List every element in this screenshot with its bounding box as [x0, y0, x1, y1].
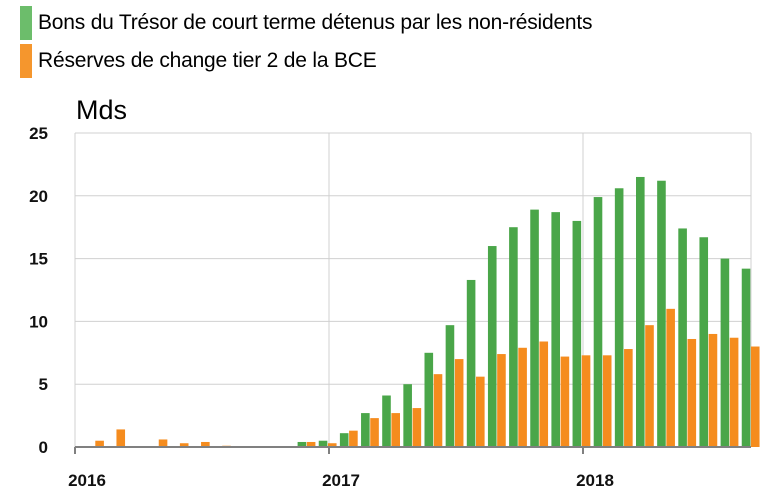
- bar-reserves-2017-09: [497, 354, 506, 447]
- bar-reserves-2018-05: [666, 308, 675, 447]
- bar-reserves-2016-02: [95, 440, 104, 447]
- bar-bons-tresor-2018-08: [720, 258, 730, 447]
- bar-bons-tresor-2016-12: [297, 441, 307, 447]
- bar-reserves-2017-06: [433, 374, 443, 447]
- bar-reserves-2016-12: [306, 441, 316, 447]
- y-tick-label-5: 5: [39, 375, 48, 394]
- bar-bons-tresor-2018-01: [572, 220, 582, 447]
- x-tick-label-2016: 2016: [68, 471, 106, 490]
- bar-bons-tresor-2017-10: [509, 227, 518, 447]
- bar-reserves-2016-03: [116, 429, 126, 447]
- legend-swatch-green: [20, 6, 32, 40]
- bar-reserves-2018-03: [624, 349, 633, 447]
- legend-item-reserves: Réserves de change tier 2 de la BCE: [20, 42, 592, 80]
- bar-bons-tresor-2018-04: [636, 176, 645, 447]
- bar-bons-tresor-2017-04: [382, 395, 391, 447]
- legend-label-reserves: Réserves de change tier 2 de la BCE: [38, 49, 377, 72]
- bar-reserves-2018-07: [708, 333, 718, 447]
- bar-bons-tresor-2017-05: [403, 384, 412, 447]
- bar-bons-tresor-2017-03: [361, 413, 370, 447]
- bar-reserves-2018-09: [750, 346, 760, 447]
- y-axis-unit-label: Mds: [76, 95, 128, 125]
- bar-reserves-2016-06: [179, 443, 189, 447]
- bar-bons-tresor-2017-11: [530, 209, 539, 447]
- bar-bons-tresor-2017-09: [487, 246, 497, 447]
- bar-bons-tresor-2018-03: [614, 188, 624, 448]
- bar-reserves-2017-11: [539, 341, 549, 447]
- bar-reserves-2018-06: [687, 338, 697, 447]
- bar-reserves-2018-04: [645, 325, 654, 447]
- y-tick-label-0: 0: [39, 438, 48, 457]
- x-tick-label-2017: 2017: [322, 471, 360, 490]
- bar-reserves-2017-05: [412, 408, 422, 447]
- bar-bons-tresor-2018-09: [741, 268, 751, 447]
- bar-bons-tresor-2018-05: [657, 180, 666, 447]
- bar-reserves-2017-04: [391, 413, 400, 447]
- bar-reserves-2017-12: [560, 356, 570, 447]
- bar-reserves-2017-07: [454, 359, 464, 447]
- bar-reserves-2017-03: [370, 418, 379, 447]
- legend-item-bons-tresor: Bons du Trésor de court terme détenus pa…: [20, 4, 593, 42]
- bar-reserves-2016-07: [201, 441, 210, 447]
- bar-bons-tresor-2017-07: [445, 325, 455, 447]
- bar-reserves-2018-08: [729, 337, 739, 447]
- bar-reserves-2018-01: [581, 355, 591, 447]
- legend: Bons du Trésor de court terme détenus pa…: [20, 4, 593, 80]
- bar-bons-tresor-2017-12: [551, 212, 560, 447]
- legend-label-bons-tresor: Bons du Trésor de court terme détenus pa…: [38, 11, 593, 34]
- bar-bons-tresor-2017-06: [424, 352, 434, 447]
- bar-bons-tresor-2017-08: [466, 279, 476, 447]
- bar-reserves-2017-10: [518, 347, 527, 447]
- bar-bons-tresor-2017-02: [339, 433, 349, 447]
- bar-reserves-2017-02: [349, 430, 358, 447]
- bar-bons-tresor-2017-01: [318, 440, 328, 447]
- y-tick-label-20: 20: [29, 187, 48, 206]
- y-tick-label-15: 15: [29, 250, 48, 269]
- bar-reserves-2017-08: [476, 376, 485, 447]
- bar-bons-tresor-2018-06: [678, 228, 687, 447]
- y-tick-label-10: 10: [29, 312, 48, 331]
- y-tick-label-25: 25: [29, 124, 48, 143]
- bar-reserves-2017-01: [327, 443, 337, 447]
- bar-reserves-2016-05: [158, 439, 168, 447]
- bar-bons-tresor-2018-02: [593, 197, 603, 447]
- legend-swatch-orange: [20, 44, 32, 78]
- bar-reserves-2018-02: [602, 355, 612, 447]
- bar-bons-tresor-2018-07: [699, 237, 709, 447]
- x-tick-label-2018: 2018: [576, 471, 614, 490]
